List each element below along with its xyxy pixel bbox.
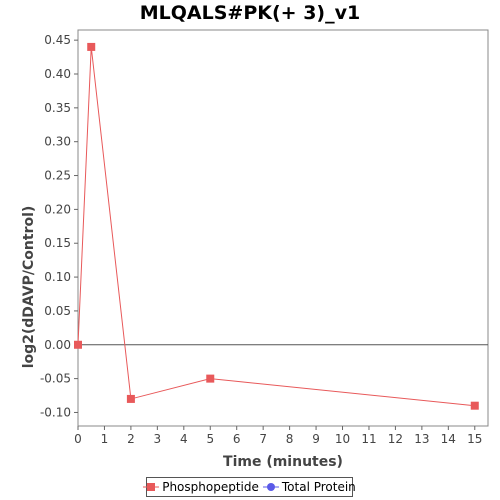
data-point <box>74 340 82 349</box>
x-tick-label: 2 <box>127 432 135 446</box>
data-point <box>87 42 96 51</box>
legend-item-phosphopeptide: Phosphopeptide <box>143 480 259 494</box>
x-tick-label: 14 <box>441 432 456 446</box>
y-tick-label: 0.45 <box>44 33 71 47</box>
y-tick-label: 0.30 <box>44 135 71 149</box>
x-axis-label: Time (minutes) <box>223 454 343 470</box>
chart-title: MLQALS#PK(+ 3)_v1 <box>139 2 361 24</box>
legend-label: Phosphopeptide <box>162 480 259 494</box>
data-point <box>126 394 135 403</box>
x-tick-label: 15 <box>467 432 482 446</box>
legend-label: Total Protein <box>281 480 356 494</box>
data-point <box>206 374 215 383</box>
x-tick-label: 4 <box>180 432 188 446</box>
x-tick-label: 10 <box>335 432 350 446</box>
plot-area: -0.10 -0.05 0.00 0.05 0.10 0.15 0.20 0.25 0.30 0.… <box>40 29 489 446</box>
y-tick-label: 0.00 <box>44 338 71 352</box>
x-tick-label: 7 <box>259 432 267 446</box>
data-point <box>470 401 479 410</box>
y-tick-label: -0.05 <box>40 372 71 386</box>
x-tick-label: 3 <box>154 432 162 446</box>
y-tick-label: 0.25 <box>44 169 71 183</box>
x-tick-label: 13 <box>414 432 429 446</box>
x-tick-label: 9 <box>312 432 320 446</box>
y-axis-label: log2(dDAVP/Control) <box>21 206 37 369</box>
x-tick-label: 1 <box>101 432 109 446</box>
y-tick-label: 0.15 <box>44 236 71 250</box>
x-tick-label: 8 <box>286 432 294 446</box>
legend-item-total-protein: Total Protein <box>262 480 356 494</box>
y-tick-label: -0.10 <box>40 405 71 419</box>
x-tick-label: 5 <box>206 432 214 446</box>
x-tick-label: 11 <box>361 432 376 446</box>
y-tick-label: 0.35 <box>44 101 71 115</box>
legend: Phosphopeptide Total Protein <box>143 477 356 497</box>
plot-frame <box>77 29 489 427</box>
circle-marker-icon <box>262 483 279 491</box>
x-tick-label: 6 <box>233 432 241 446</box>
y-tick-label: 0.40 <box>44 67 71 81</box>
x-tick-label: 0 <box>74 432 82 446</box>
y-tick-label: 0.20 <box>44 202 71 216</box>
y-tick-label: 0.05 <box>44 304 71 318</box>
square-marker-icon <box>143 483 160 491</box>
y-tick-label: 0.10 <box>44 270 71 284</box>
x-tick-label: 12 <box>388 432 403 446</box>
